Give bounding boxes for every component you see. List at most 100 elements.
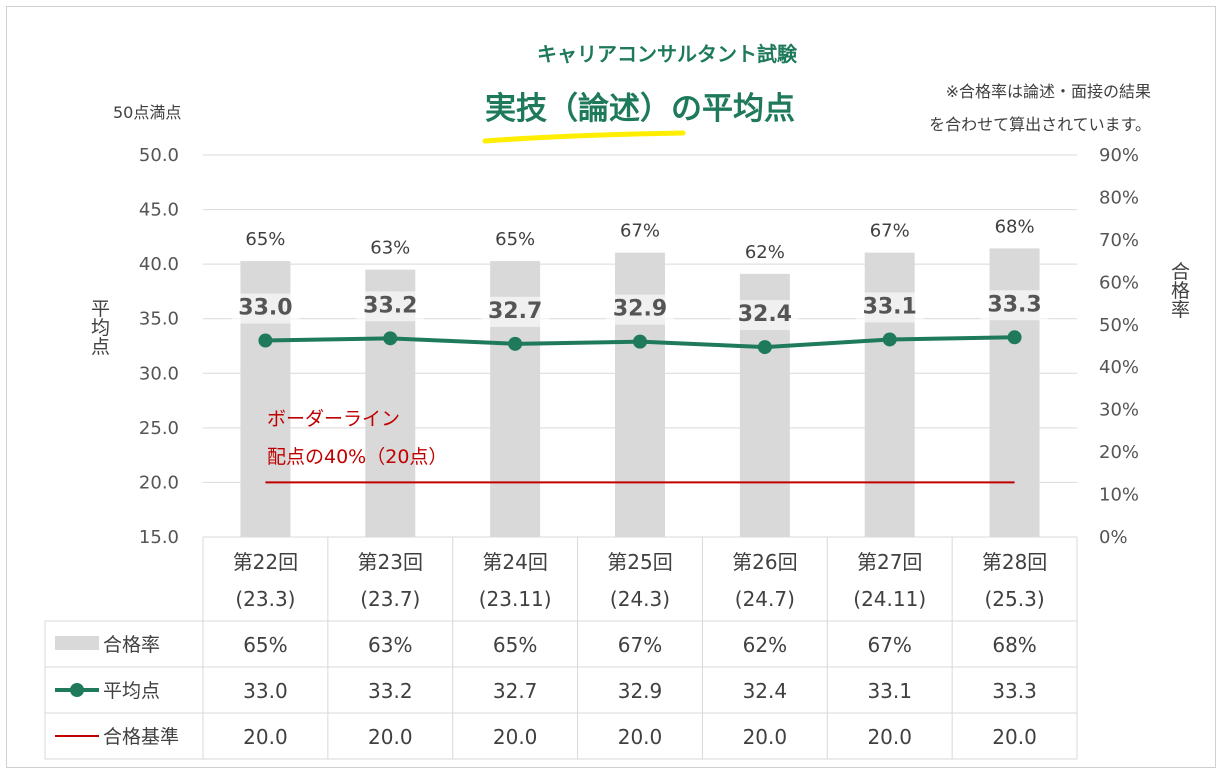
bar-label: 65% bbox=[495, 229, 535, 250]
average-point bbox=[633, 334, 647, 349]
pass-rate-labels: 65% 63% 65% 67% 62% 67% 68% bbox=[245, 216, 1034, 262]
average-label-bg bbox=[481, 296, 550, 327]
category-sublabel: (23.3) bbox=[235, 587, 295, 611]
average-label: 32.4 bbox=[738, 302, 792, 327]
left-tick-label: 30.0 bbox=[139, 363, 179, 384]
table-cell: 65% bbox=[243, 633, 287, 657]
category-label: 第26回 bbox=[732, 550, 797, 574]
border-annotation-line1: ボーダーライン bbox=[267, 408, 400, 430]
table-cell: 67% bbox=[618, 633, 662, 657]
table-cell: 63% bbox=[368, 633, 412, 657]
table-cell: 62% bbox=[743, 633, 787, 657]
right-tick-label: 40% bbox=[1099, 357, 1139, 378]
category-sublabel: (24.11) bbox=[853, 587, 926, 611]
table-cell: 33.2 bbox=[368, 679, 413, 703]
average-point bbox=[1007, 330, 1022, 345]
chart-title: 実技（論述）の平均点 bbox=[485, 91, 795, 127]
left-tick-label: 35.0 bbox=[139, 309, 179, 330]
average-label-bg bbox=[606, 294, 674, 325]
average-label: 32.9 bbox=[613, 297, 667, 322]
border-annotation-line2: 配点の40%（20点） bbox=[267, 446, 447, 468]
category-sublabel: (25.3) bbox=[985, 587, 1045, 611]
average-point bbox=[383, 331, 398, 346]
table-cell: 33.1 bbox=[867, 679, 912, 703]
table-cell: 33.0 bbox=[243, 679, 288, 703]
chart-svg: キャリアコンサルタント試験 実技（論述）の平均点 ※合格率は論述・面接の結果 を… bbox=[44, 42, 1190, 760]
note-line2: を合わせて算出されています。 bbox=[929, 115, 1151, 134]
left-tick-label: 50.0 bbox=[139, 145, 179, 166]
category-sublabel: (24.7) bbox=[735, 587, 795, 611]
average-point bbox=[258, 333, 273, 348]
average-label-bg bbox=[231, 293, 300, 324]
category-sublabel: (23.11) bbox=[479, 587, 552, 611]
average-point bbox=[508, 336, 523, 351]
right-tick-label: 30% bbox=[1099, 400, 1139, 421]
average-label-bg bbox=[980, 290, 1049, 321]
legend-key-pass-rate bbox=[55, 636, 99, 650]
average-score-labels: 33.0 33.2 32.7 32.9 32.4 33.1 33.3 bbox=[231, 290, 1049, 331]
left-axis-label: 平均点 bbox=[88, 299, 110, 356]
average-label-bg bbox=[855, 292, 924, 323]
legend-key-average-marker bbox=[70, 683, 84, 697]
chart-subtitle: キャリアコンサルタント試験 bbox=[537, 42, 798, 66]
average-label-bg bbox=[730, 300, 799, 331]
table-cell: 20.0 bbox=[243, 725, 288, 749]
left-tick-label: 40.0 bbox=[139, 254, 179, 275]
note-line1: ※合格率は論述・面接の結果 bbox=[946, 82, 1151, 101]
average-point bbox=[882, 332, 897, 347]
average-label: 33.3 bbox=[987, 292, 1041, 317]
bar-label: 65% bbox=[245, 229, 285, 250]
right-tick-label: 60% bbox=[1099, 272, 1139, 293]
right-tick-label: 80% bbox=[1099, 187, 1139, 208]
data-table: 第22回 (23.3) 第23回 (23.7) 第24回 (23.11) 第25回 (24.3… bbox=[44, 537, 1078, 760]
right-tick-label: 70% bbox=[1099, 230, 1139, 251]
bar-label: 62% bbox=[745, 242, 785, 263]
table-cell: 32.9 bbox=[618, 679, 663, 703]
table-cell: 20.0 bbox=[493, 725, 538, 749]
bar-label: 68% bbox=[995, 216, 1035, 237]
legend-label: 合格率 bbox=[103, 634, 160, 656]
right-axis-ticks: 0% 10% 20% 30% 40% 50% 60% 70% 80% 90% bbox=[1099, 145, 1139, 548]
category-label: 第25回 bbox=[607, 550, 672, 574]
chart-frame: キャリアコンサルタント試験 実技（論述）の平均点 ※合格率は論述・面接の結果 を… bbox=[6, 6, 1216, 768]
category-label: 第23回 bbox=[358, 550, 423, 574]
category-label: 第27回 bbox=[857, 550, 922, 574]
table-cell: 68% bbox=[992, 633, 1036, 657]
left-axis-unit: 50点満点 bbox=[113, 103, 181, 122]
table-cell: 20.0 bbox=[743, 725, 788, 749]
table-cell: 20.0 bbox=[618, 725, 663, 749]
right-tick-label: 90% bbox=[1099, 145, 1139, 166]
table-cell: 65% bbox=[493, 633, 537, 657]
left-tick-label: 25.0 bbox=[139, 418, 179, 439]
average-point bbox=[757, 340, 772, 355]
chart-title-part1: 実技（論述） bbox=[485, 91, 671, 127]
table-cell: 32.4 bbox=[743, 679, 788, 703]
legend-label: 合格基準 bbox=[103, 726, 179, 748]
bar-label: 63% bbox=[370, 238, 410, 259]
right-tick-label: 20% bbox=[1099, 442, 1139, 463]
category-label: 第24回 bbox=[482, 550, 547, 574]
category-label: 第28回 bbox=[982, 550, 1047, 574]
average-label: 33.2 bbox=[363, 293, 417, 318]
bar-label: 67% bbox=[870, 221, 910, 242]
right-tick-label: 10% bbox=[1099, 485, 1139, 506]
category-label: 第22回 bbox=[233, 550, 298, 574]
table-cell: 20.0 bbox=[992, 725, 1037, 749]
table-cell: 20.0 bbox=[867, 725, 912, 749]
category-sublabel: (24.3) bbox=[610, 587, 670, 611]
average-label-bg bbox=[356, 291, 425, 322]
table-cell: 20.0 bbox=[368, 725, 413, 749]
chart-title-part2: の平均点 bbox=[671, 91, 795, 127]
legend-label: 平均点 bbox=[103, 680, 160, 702]
average-score-series bbox=[258, 330, 1022, 355]
right-tick-label: 0% bbox=[1099, 527, 1128, 548]
left-tick-label: 45.0 bbox=[139, 200, 179, 221]
average-label: 33.1 bbox=[863, 294, 917, 319]
average-label: 32.7 bbox=[488, 299, 542, 324]
average-label: 33.0 bbox=[238, 296, 292, 321]
left-tick-label: 20.0 bbox=[139, 472, 179, 493]
category-sublabel: (23.7) bbox=[360, 587, 420, 611]
table-cell: 33.3 bbox=[992, 679, 1037, 703]
right-tick-label: 50% bbox=[1099, 315, 1139, 336]
table-cell: 32.7 bbox=[493, 679, 538, 703]
